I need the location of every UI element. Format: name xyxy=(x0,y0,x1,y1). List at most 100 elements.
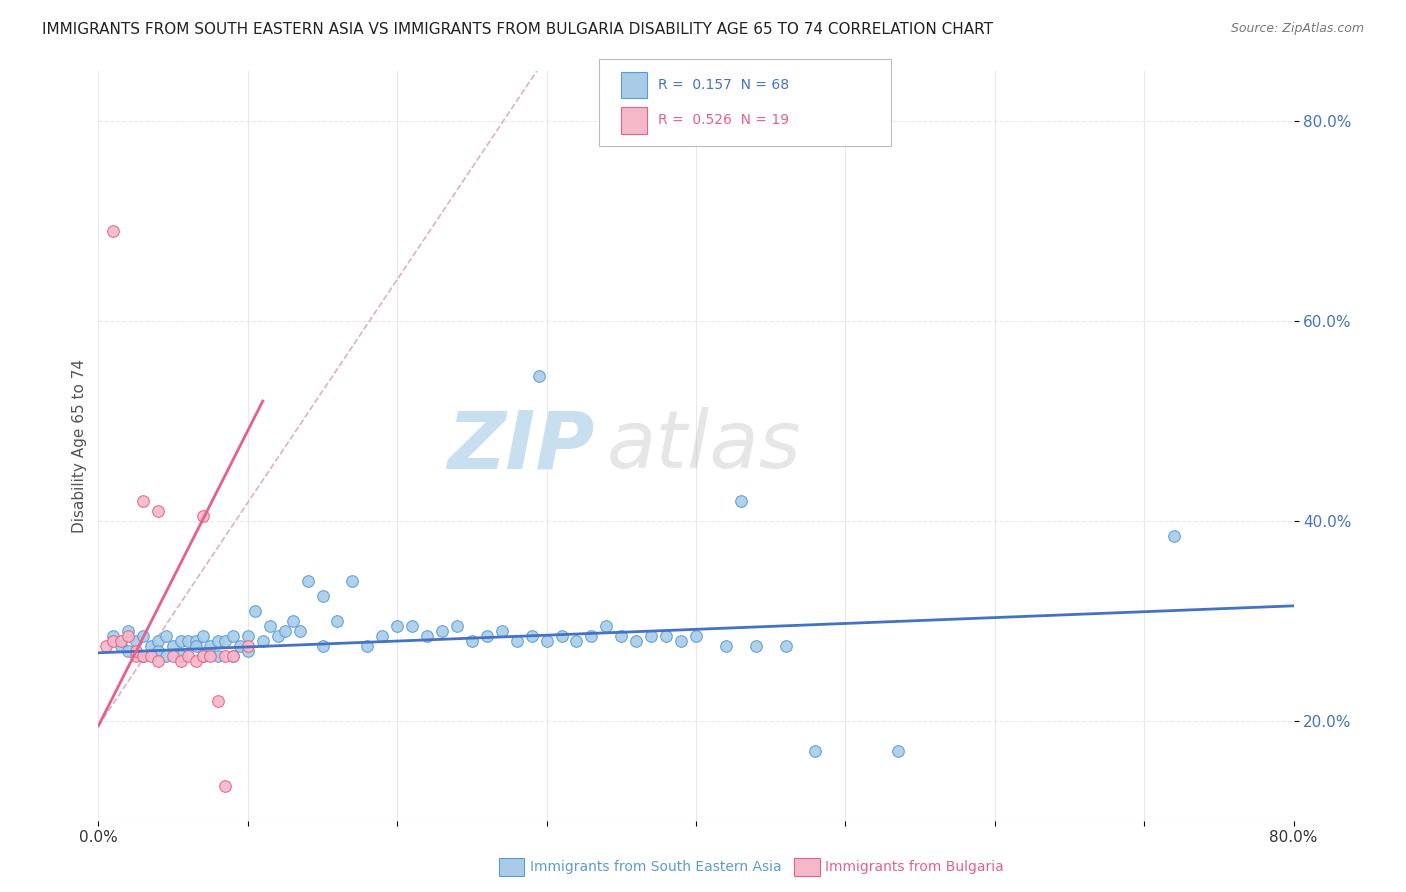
Text: Immigrants from Bulgaria: Immigrants from Bulgaria xyxy=(825,860,1004,874)
Text: Immigrants from South Eastern Asia: Immigrants from South Eastern Asia xyxy=(530,860,782,874)
Point xyxy=(356,639,378,653)
Point xyxy=(326,614,349,628)
Point xyxy=(191,629,214,643)
Point xyxy=(117,644,139,658)
Point xyxy=(506,633,529,648)
Point xyxy=(148,654,170,668)
Point xyxy=(461,633,484,648)
Point xyxy=(184,633,207,648)
Point xyxy=(132,629,155,643)
Point xyxy=(169,633,191,648)
Point xyxy=(236,644,259,658)
Point xyxy=(274,624,297,638)
Point xyxy=(245,604,267,618)
Point xyxy=(207,633,229,648)
Text: ZIP: ZIP xyxy=(447,407,595,485)
Point xyxy=(446,619,468,633)
Text: IMMIGRANTS FROM SOUTH EASTERN ASIA VS IMMIGRANTS FROM BULGARIA DISABILITY AGE 65: IMMIGRANTS FROM SOUTH EASTERN ASIA VS IM… xyxy=(42,22,993,37)
Point xyxy=(103,633,125,648)
Point xyxy=(342,574,364,588)
Point xyxy=(655,629,678,643)
Point xyxy=(297,574,319,588)
Point xyxy=(191,648,214,663)
Point xyxy=(685,629,707,643)
Point xyxy=(103,224,125,238)
Point xyxy=(155,648,177,663)
Point xyxy=(207,648,229,663)
Point xyxy=(385,619,409,633)
Point xyxy=(103,629,125,643)
Point xyxy=(288,624,311,638)
Point xyxy=(259,619,281,633)
Text: R =  0.526  N = 19: R = 0.526 N = 19 xyxy=(658,113,789,128)
Y-axis label: Disability Age 65 to 74: Disability Age 65 to 74 xyxy=(72,359,87,533)
Text: R =  0.157  N = 68: R = 0.157 N = 68 xyxy=(658,78,789,92)
Point xyxy=(491,624,513,638)
Point xyxy=(527,369,550,384)
Point xyxy=(581,629,603,643)
Point xyxy=(125,648,148,663)
Point xyxy=(214,779,236,793)
Point xyxy=(148,633,170,648)
Point xyxy=(132,648,155,663)
Point xyxy=(125,644,148,658)
Point xyxy=(222,648,245,663)
Point xyxy=(401,619,423,633)
Point xyxy=(281,614,304,628)
Point xyxy=(236,639,259,653)
Text: atlas: atlas xyxy=(606,407,801,485)
Point xyxy=(132,648,155,663)
Point xyxy=(714,639,737,653)
Point xyxy=(162,648,184,663)
Point xyxy=(475,629,498,643)
Point xyxy=(132,494,155,508)
Point xyxy=(595,619,617,633)
Point xyxy=(536,633,558,648)
Point xyxy=(311,639,333,653)
Point xyxy=(207,694,229,708)
Point xyxy=(416,629,439,643)
Point xyxy=(191,648,214,663)
Point xyxy=(252,633,274,648)
Point xyxy=(371,629,394,643)
Point xyxy=(148,504,170,518)
Point xyxy=(169,648,191,663)
Point xyxy=(669,633,692,648)
Point xyxy=(804,744,827,758)
Point xyxy=(520,629,543,643)
Point xyxy=(267,629,290,643)
Point xyxy=(162,639,184,653)
Point xyxy=(610,629,633,643)
Point xyxy=(177,648,200,663)
Text: Source: ZipAtlas.com: Source: ZipAtlas.com xyxy=(1230,22,1364,36)
Point xyxy=(148,644,170,658)
Point xyxy=(640,629,662,643)
Point xyxy=(155,629,177,643)
Point xyxy=(1163,529,1185,543)
Point xyxy=(184,639,207,653)
Point xyxy=(550,629,572,643)
Point xyxy=(200,648,222,663)
Point xyxy=(222,648,245,663)
Point xyxy=(184,654,207,668)
Point xyxy=(214,633,236,648)
Point xyxy=(214,648,236,663)
Point xyxy=(775,639,797,653)
Point xyxy=(200,639,222,653)
Point xyxy=(139,639,162,653)
Point xyxy=(236,629,259,643)
Point xyxy=(139,648,162,663)
Point xyxy=(311,589,333,603)
Point xyxy=(94,639,117,653)
Point xyxy=(110,633,132,648)
Point xyxy=(626,633,648,648)
Point xyxy=(222,629,245,643)
Point xyxy=(117,624,139,638)
Point xyxy=(110,639,132,653)
Point xyxy=(730,494,752,508)
Point xyxy=(229,639,252,653)
Point xyxy=(886,744,908,758)
Point xyxy=(191,508,214,523)
Point xyxy=(745,639,768,653)
Point xyxy=(117,629,139,643)
